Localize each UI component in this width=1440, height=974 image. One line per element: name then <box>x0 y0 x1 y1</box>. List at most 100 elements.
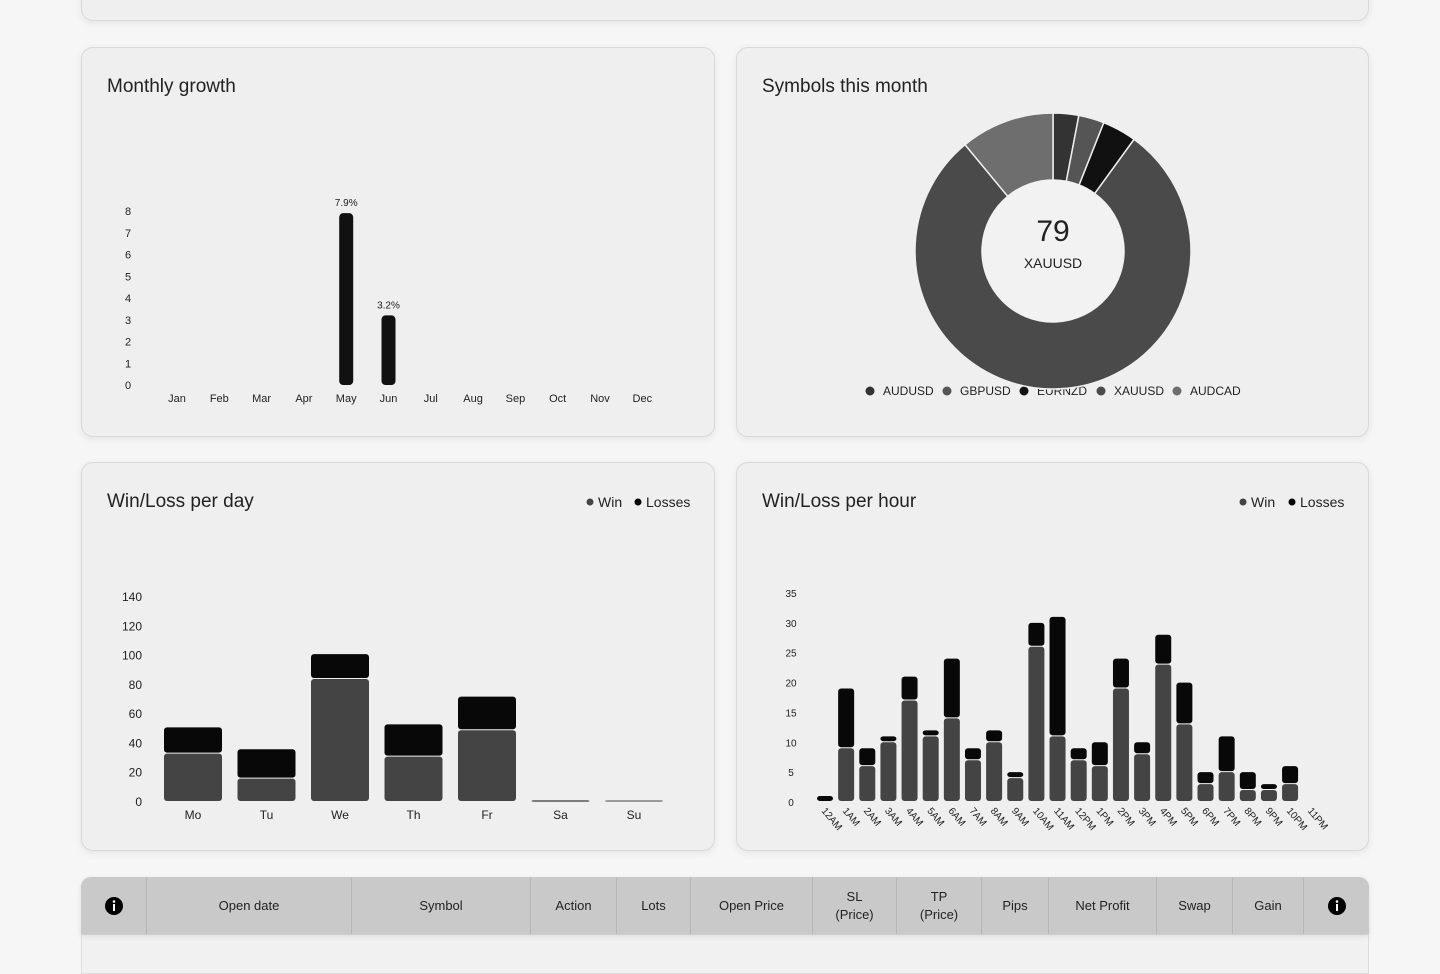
bar-segment <box>922 736 939 801</box>
bar-segment <box>943 718 960 801</box>
column-header[interactable]: Symbol <box>352 877 531 934</box>
x-tick-label: Sa <box>553 808 568 822</box>
x-tick-label: 8PM <box>1242 806 1264 829</box>
legend-dot <box>586 498 594 506</box>
bar-segment <box>1007 778 1024 801</box>
column-header[interactable]: TP (Price) <box>897 877 982 934</box>
bar-segment <box>237 778 296 801</box>
bar-segment <box>1176 724 1193 801</box>
y-tick-label: 5 <box>125 271 131 283</box>
bar-segment <box>986 742 1003 801</box>
bar <box>381 315 396 385</box>
x-tick-label: 7PM <box>1220 806 1242 829</box>
x-tick-label: Jun <box>380 393 398 405</box>
x-tick-label: Tu <box>260 808 274 822</box>
legend-label: GBPUSD <box>960 384 1011 398</box>
bar-segment <box>605 800 663 802</box>
bar-segment <box>1239 790 1256 801</box>
bar-segment <box>859 748 876 766</box>
bar-segment <box>1070 748 1087 760</box>
bar-segment <box>311 654 369 678</box>
bar-segment <box>986 730 1003 742</box>
x-tick-label: May <box>336 393 357 405</box>
column-header[interactable]: Lots <box>617 877 691 934</box>
column-header[interactable]: Open date <box>147 877 352 934</box>
legend-dot <box>1096 386 1106 396</box>
x-tick-label: We <box>331 808 349 822</box>
bar-segment <box>838 748 855 801</box>
y-tick-label: 30 <box>785 619 797 630</box>
column-header[interactable]: Swap <box>1157 877 1233 934</box>
value-label: 7.9% <box>335 198 358 209</box>
day-card: 0 20 40 60 80 100 120 140 Mo Tu We Th Fr Sa Su Win Losse… <box>81 462 715 851</box>
x-tick-label: 4PM <box>1157 806 1179 829</box>
bar-segment <box>838 688 855 748</box>
legend-dot <box>1019 386 1029 396</box>
x-tick-label: Fr <box>481 808 492 822</box>
bar-segment <box>880 736 897 742</box>
x-tick-label: 6PM <box>1199 806 1221 829</box>
bar-segment <box>880 742 897 801</box>
info-icon[interactable] <box>1304 877 1369 934</box>
column-header[interactable]: Pips <box>982 877 1049 934</box>
x-tick-label: 7AM <box>967 806 989 829</box>
y-tick-label: 7 <box>125 228 131 240</box>
hour-card: 0 5 10 15 20 25 30 35 12AM 1AM 2AM 3AM 4AM 5AM 6AM 7AM 8… <box>736 462 1369 851</box>
info-icon[interactable] <box>81 877 147 934</box>
symbols-card: AUDUSD GBPUSD EURNZD XAUUSD AUDCAD 79 XAUUSD S… <box>736 47 1369 437</box>
x-tick-label: Su <box>627 808 642 822</box>
column-header[interactable]: SL (Price) <box>813 877 897 934</box>
bar-segment <box>384 756 443 801</box>
column-header[interactable]: Action <box>531 877 617 934</box>
x-tick-label: 8AM <box>988 806 1010 829</box>
legend-dot <box>1239 498 1247 506</box>
x-tick-label: Feb <box>210 393 229 405</box>
y-tick-label: 35 <box>785 589 797 600</box>
bar-segment <box>164 753 222 801</box>
chart: 0 20 40 60 80 100 120 140 Mo Tu We Th Fr Sa Su Win Losse… <box>122 494 690 822</box>
bar-segment <box>311 679 369 801</box>
bar-segment <box>1197 772 1214 784</box>
bar-segment <box>901 700 918 801</box>
bar-segment <box>1197 784 1214 801</box>
x-tick-label: 2PM <box>1115 806 1137 829</box>
x-tick-label: Jul <box>424 393 438 405</box>
bar-segment <box>1239 772 1256 790</box>
bar-segment <box>1049 736 1066 801</box>
card-title: Win/Loss per day <box>107 491 254 512</box>
legend-dot <box>634 498 642 506</box>
column-header[interactable]: Open Price <box>691 877 813 934</box>
bar-segment <box>901 676 918 700</box>
bar-segment <box>1155 634 1172 664</box>
bar-segment <box>1218 736 1235 772</box>
column-header[interactable]: Net Profit <box>1049 877 1157 934</box>
y-tick-label: 0 <box>135 795 142 809</box>
card-title: Monthly growth <box>107 76 236 97</box>
bar-segment <box>964 748 981 760</box>
x-tick-label: 5AM <box>924 806 946 829</box>
legend-dot <box>1288 498 1296 506</box>
bar-segment <box>458 730 516 801</box>
y-tick-label: 60 <box>129 707 143 721</box>
x-tick-label: Dec <box>633 393 653 405</box>
bar-segment <box>1260 784 1277 790</box>
bar-segment <box>384 724 443 756</box>
x-tick-label: 6AM <box>946 806 968 829</box>
bar-segment <box>1112 688 1129 801</box>
bar-segment <box>1007 772 1024 778</box>
chart: 0 1 2 3 4 5 6 7 8 Jan Feb Mar Apr May Jun Jul Aug Sep Oct N… <box>125 198 653 405</box>
y-tick-label: 6 <box>125 250 131 262</box>
bar-segment <box>1070 760 1087 801</box>
x-tick-label: 9PM <box>1263 806 1285 829</box>
column-header[interactable]: Gain <box>1233 877 1304 934</box>
bar-segment <box>1134 742 1151 754</box>
legend-dot <box>1172 386 1182 396</box>
legend-dot <box>942 386 952 396</box>
bar <box>339 213 354 385</box>
bar-segment <box>922 730 939 736</box>
bar-segment <box>531 800 590 802</box>
x-tick-label: Sep <box>506 393 526 405</box>
x-tick-label: Mar <box>252 393 271 405</box>
bar-segment <box>859 766 876 801</box>
